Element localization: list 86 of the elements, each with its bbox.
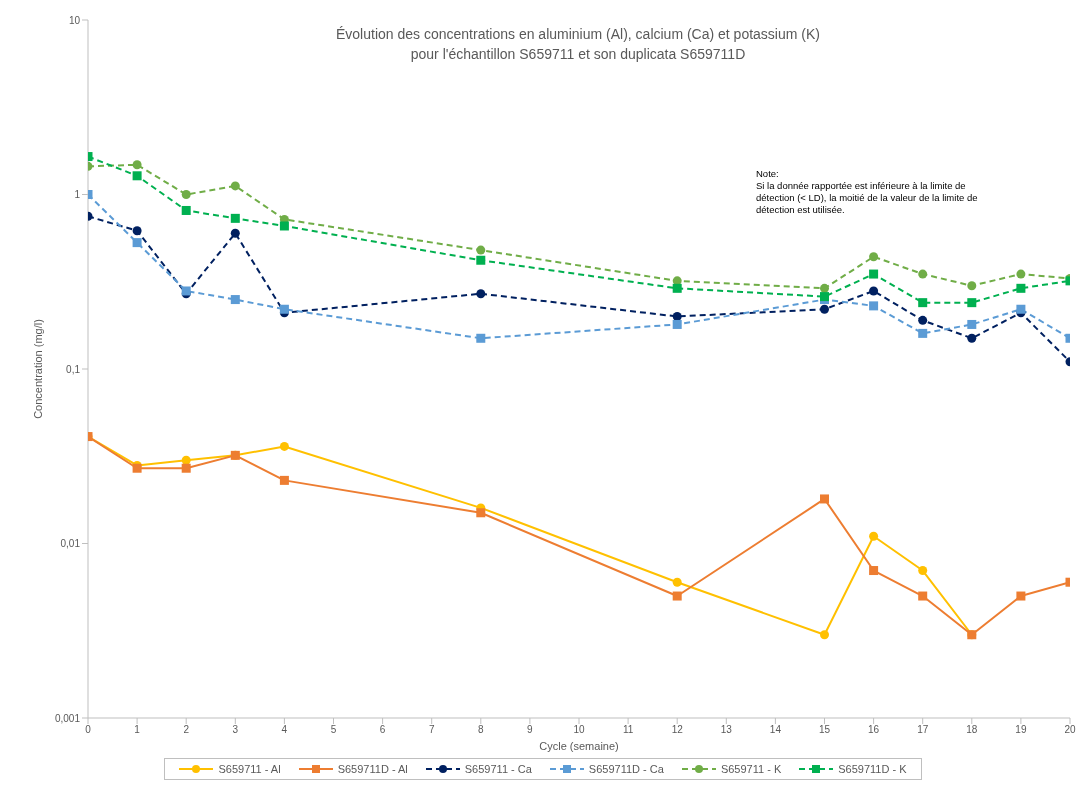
- x-tick-label: 1: [134, 724, 141, 736]
- x-tick-label: 2: [183, 724, 190, 736]
- y-tick-label: 1: [74, 189, 81, 201]
- point: [672, 591, 682, 601]
- point: [869, 566, 879, 576]
- x-tick-label: 3: [232, 724, 239, 736]
- x-tick-label: 15: [818, 724, 831, 736]
- point: [672, 283, 682, 293]
- point: [181, 190, 191, 199]
- point: [279, 221, 289, 231]
- point: [476, 255, 486, 265]
- point: [476, 333, 486, 343]
- x-tick-label: 14: [769, 724, 782, 736]
- point: [230, 181, 240, 191]
- x-tick-label: 8: [478, 724, 485, 736]
- point: [820, 283, 829, 293]
- point: [230, 295, 240, 305]
- point: [918, 328, 928, 338]
- point: [476, 245, 486, 255]
- x-tick-label: 11: [622, 724, 634, 736]
- point: [181, 463, 191, 473]
- x-tick-label: 10: [573, 724, 585, 736]
- point: [672, 311, 682, 321]
- x-tick-label: 9: [527, 724, 534, 736]
- point: [918, 298, 928, 308]
- point: [967, 298, 977, 308]
- y-axis-title: Concentration (mg/l): [31, 319, 44, 419]
- point: [181, 455, 191, 465]
- x-tick-label: 17: [917, 724, 929, 736]
- point: [967, 281, 977, 291]
- y-tick-label: 0,01: [60, 538, 81, 550]
- point: [230, 213, 240, 223]
- point: [918, 315, 928, 325]
- point: [820, 630, 829, 640]
- point: [820, 494, 829, 504]
- point: [869, 252, 879, 262]
- point: [132, 171, 142, 181]
- point: [476, 289, 486, 299]
- y-tick-label: 0,001: [54, 712, 81, 724]
- point: [672, 577, 682, 587]
- point: [869, 269, 879, 279]
- text: Évolution des concentrations en aluminium (Al), calcium (Ca) et potassium (K) pour l'échantillon S659711 et son duplicata S659711D: [335, 25, 821, 64]
- legend-label: S659711D - Ca: [588, 763, 664, 775]
- legend-label: S659711D - K: [838, 763, 907, 775]
- x-tick-label: 5: [330, 724, 337, 736]
- x-tick-label: 19: [1015, 724, 1027, 736]
- point: [132, 226, 142, 236]
- x-tick-label: 13: [720, 724, 733, 736]
- point: [132, 238, 142, 248]
- x-tick-label: 20: [1064, 724, 1076, 736]
- point: [476, 508, 486, 518]
- point: [918, 566, 928, 576]
- legend-label: S659711 - Al: [218, 763, 281, 775]
- point: [918, 269, 928, 279]
- point: [869, 286, 879, 296]
- point: [869, 531, 879, 541]
- point: [967, 333, 977, 343]
- x-tick-label: 0: [85, 724, 92, 736]
- point: [1016, 304, 1026, 314]
- point: [230, 228, 240, 238]
- legend-label: S659711 - K: [720, 763, 782, 775]
- point: [279, 304, 289, 314]
- point: [1016, 283, 1026, 293]
- x-tick-label: 4: [281, 724, 288, 736]
- point: [279, 441, 289, 451]
- x-axis-title: Cycle (semaine): [539, 740, 619, 752]
- x-tick-label: 18: [966, 724, 978, 736]
- x-tick-label: 6: [379, 724, 386, 736]
- x-tick-label: 16: [868, 724, 880, 736]
- point: [820, 304, 829, 314]
- x-tick-label: 7: [428, 724, 435, 736]
- point: [1016, 269, 1026, 279]
- point: [1016, 591, 1026, 601]
- y-tick-label: 0,1: [66, 363, 81, 375]
- legend-label: S659711 - Ca: [464, 763, 532, 775]
- y-tick-label: 10: [68, 14, 81, 26]
- point: [672, 319, 682, 329]
- legend-label: S659711D - Al: [337, 763, 408, 775]
- point: [132, 160, 142, 170]
- point: [869, 301, 879, 311]
- point: [181, 205, 191, 215]
- point: [279, 475, 289, 485]
- annotation: Note: Si la donnée rapportée est inférieure à la limite de détection (< LD), la moitié de la valeur de la limite de détection est utilisée.: [756, 168, 979, 216]
- point: [967, 319, 977, 329]
- x-tick-label: 12: [671, 724, 684, 736]
- point: [918, 591, 928, 601]
